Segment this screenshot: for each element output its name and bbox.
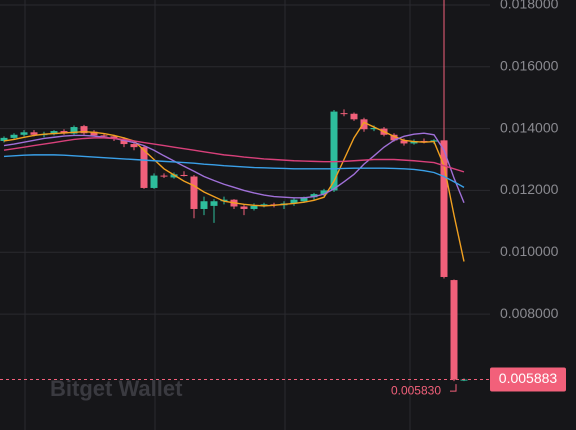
candle-body <box>30 132 38 135</box>
candle-body <box>150 175 158 188</box>
candle-body <box>340 113 348 115</box>
ma-line <box>3 121 465 262</box>
candle-body <box>360 119 368 130</box>
low-marker-label: 0.005830 <box>391 383 441 397</box>
y-tick-label: 0.010000 <box>500 243 559 259</box>
last-price-box <box>490 367 566 392</box>
candle-body <box>100 135 108 137</box>
candle-body <box>190 176 198 209</box>
candle-body <box>70 127 78 134</box>
candle-body <box>460 379 468 381</box>
candle-body <box>160 175 168 177</box>
ma-line <box>3 154 465 188</box>
candle-body <box>120 138 128 145</box>
candle-body <box>50 131 58 135</box>
y-tick-label: 0.012000 <box>500 181 559 197</box>
last-price-label: 0.005883 <box>499 370 558 386</box>
candle-body <box>210 201 218 206</box>
candle-body <box>420 140 428 142</box>
candle-body <box>140 147 148 188</box>
y-tick-label: 0.014000 <box>500 119 559 135</box>
y-axis: 0.018000 0.016000 0.014000 0.012000 0.010000… <box>490 0 566 392</box>
candle-body <box>90 131 98 136</box>
candle-body <box>300 197 308 202</box>
candle-body <box>310 194 318 198</box>
candle-body <box>0 137 8 141</box>
candle-body <box>80 126 88 134</box>
y-tick-label: 0.008000 <box>500 305 559 321</box>
candle-body <box>450 280 458 380</box>
candle-body <box>390 134 398 141</box>
candle-body <box>290 199 298 204</box>
candle-body <box>320 190 328 195</box>
candle-body <box>260 204 268 206</box>
y-tick-label: 0.016000 <box>500 57 559 73</box>
candle-body <box>110 136 118 139</box>
time-grid <box>24 0 411 430</box>
candle-body <box>130 144 138 148</box>
y-tick-label: 0.018000 <box>500 0 559 12</box>
candle-body <box>350 113 358 120</box>
candle-body <box>370 127 378 130</box>
candle-body <box>250 205 258 209</box>
candle-body <box>240 206 248 209</box>
candle-body <box>200 201 208 209</box>
low-marker-arrow <box>450 384 457 392</box>
candle-body <box>170 174 178 178</box>
candle-body <box>330 111 338 191</box>
candle-body <box>180 174 188 176</box>
candle-body <box>220 199 228 202</box>
candle-body <box>400 140 408 144</box>
candle-body <box>20 132 28 135</box>
candle-body <box>440 140 448 277</box>
ma-line <box>3 132 465 204</box>
candle-body <box>10 134 18 138</box>
plot: 0.005830 <box>0 0 490 397</box>
ma-line <box>3 137 465 173</box>
